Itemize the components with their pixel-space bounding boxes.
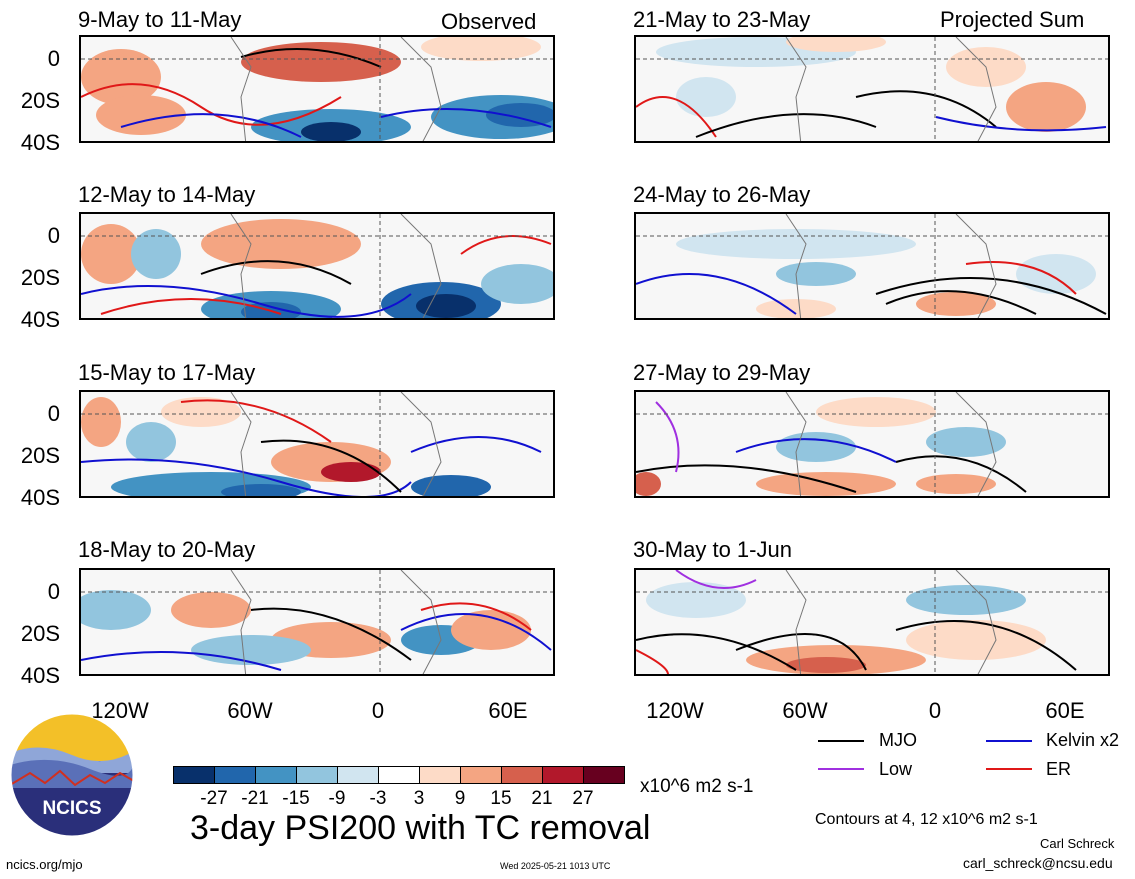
y-tick-40s-p4: 40S [20, 663, 60, 688]
colorbar-tick: 27 [572, 788, 594, 809]
author-email: carl_schreck@ncsu.edu [963, 855, 1113, 871]
observed-label: Observed [441, 9, 537, 34]
legend-line-low [818, 768, 864, 770]
colorbar-tick: 21 [531, 788, 553, 809]
main-title: 3-day PSI200 with TC removal [190, 809, 651, 847]
panel-title-right-3: 27-May to 29-May [633, 360, 811, 385]
colorbar-tick: -15 [282, 788, 310, 809]
y-tick-0-p4: 0 [47, 579, 60, 604]
colorbar-cell [542, 766, 584, 784]
streamfunction-map-left-2 [81, 214, 553, 318]
panel-title-left-4: 18-May to 20-May [78, 537, 256, 562]
streamfunction-map-right-3 [636, 392, 1108, 496]
colorbar-tick: 3 [413, 788, 425, 809]
colorbar-cell [255, 766, 297, 784]
colorbar-tick: -9 [328, 788, 346, 809]
y-tick-20s-p1: 20S [20, 88, 60, 113]
colorbar-tick: -27 [200, 788, 228, 809]
streamfunction-map-left-4 [81, 570, 553, 674]
legend-line-mjo [818, 740, 864, 742]
colorbar-cell [583, 766, 625, 784]
x-tick-60w-right: 60W [782, 698, 828, 723]
legend-label-low: Low [879, 759, 913, 779]
legend-label-er: ER [1046, 759, 1072, 779]
map-panel-left-2 [79, 212, 555, 320]
map-panel-right-1 [634, 35, 1110, 143]
colorbar-tick: 9 [454, 788, 466, 809]
y-tick-40s-p2: 40S [20, 307, 60, 332]
legend-label-kelvin: Kelvin x2 [1046, 730, 1120, 750]
legend-line-kelvin [986, 740, 1032, 742]
streamfunction-map-right-1 [636, 37, 1108, 141]
panel-title-left-1: 9-May to 11-May [78, 7, 242, 32]
ncics-logo: NCICS [10, 713, 134, 837]
y-tick-40s-p1: 40S [20, 130, 60, 155]
panel-title-left-3: 15-May to 17-May [78, 360, 256, 385]
panel-title-right-1: 21-May to 23-May [633, 7, 811, 32]
map-panel-left-4 [79, 568, 555, 676]
x-tick-60e-right: 60E [1045, 698, 1085, 723]
map-panel-left-1 [79, 35, 555, 143]
y-tick-20s-p4: 20S [20, 621, 60, 646]
map-panel-right-3 [634, 390, 1110, 498]
panel-title-left-2: 12-May to 14-May [78, 182, 256, 207]
footer-url[interactable]: ncics.org/mjo [6, 857, 83, 872]
colorbar-cell [501, 766, 543, 784]
legend-line-er [986, 768, 1032, 770]
colorbar-units: x10^6 m2 s-1 [640, 776, 754, 797]
colorbar-cell [214, 766, 256, 784]
logo-text: NCICS [42, 798, 101, 819]
colorbar-tick: 15 [490, 788, 512, 809]
colorbar-cell [296, 766, 338, 784]
contours-note: Contours at 4, 12 x10^6 m2 s-1 [815, 811, 1038, 828]
colorbar-cell [419, 766, 461, 784]
colorbar-cell [460, 766, 502, 784]
colorbar-cell [173, 766, 215, 784]
streamfunction-map-left-1 [81, 37, 553, 141]
author-name: Carl Schreck [1040, 836, 1115, 851]
panel-title-right-4: 30-May to 1-Jun [633, 537, 792, 562]
projected-sum-label: Projected Sum [940, 7, 1085, 32]
footer-timestamp: Wed 2025-05-21 1013 UTC [500, 861, 611, 871]
x-tick-0-right: 0 [928, 698, 942, 723]
colorbar-cell [378, 766, 420, 784]
x-tick-120w-left: 120W [91, 698, 149, 723]
y-tick-0-p3: 0 [47, 401, 60, 426]
y-tick-0-p1: 0 [47, 46, 60, 71]
map-panel-left-3 [79, 390, 555, 498]
streamfunction-map-right-4 [636, 570, 1108, 674]
map-panel-right-2 [634, 212, 1110, 320]
panel-title-right-2: 24-May to 26-May [633, 182, 811, 207]
x-tick-60w-left: 60W [227, 698, 273, 723]
x-tick-120w-right: 120W [646, 698, 704, 723]
streamfunction-map-right-2 [636, 214, 1108, 318]
ncics-logo-graphic: NCICS [10, 713, 134, 837]
legend-label-mjo: MJO [879, 730, 917, 750]
colorbar-tick: -21 [241, 788, 269, 809]
y-tick-0-p2: 0 [47, 223, 60, 248]
x-tick-0-left: 0 [371, 698, 385, 723]
colorbar-cell [337, 766, 379, 784]
map-panel-right-4 [634, 568, 1110, 676]
x-tick-60e-left: 60E [488, 698, 528, 723]
y-tick-40s-p3: 40S [20, 485, 60, 510]
y-tick-20s-p3: 20S [20, 443, 60, 468]
streamfunction-map-left-3 [81, 392, 553, 496]
y-tick-20s-p2: 20S [20, 265, 60, 290]
colorbar-tick: -3 [369, 788, 387, 809]
